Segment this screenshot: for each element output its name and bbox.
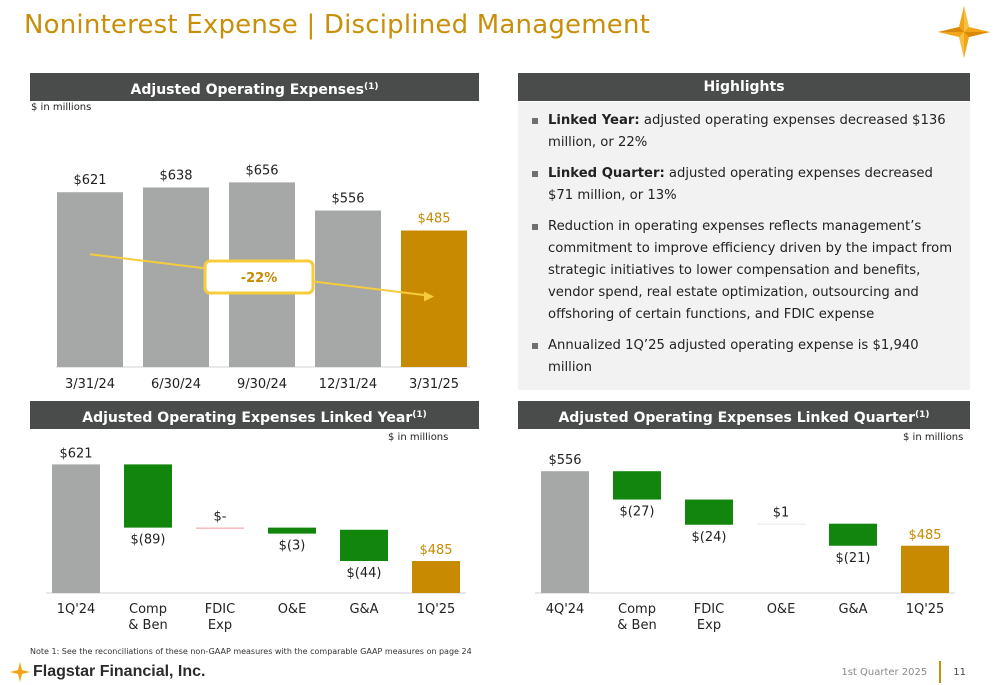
bar-value-label: $556	[331, 192, 364, 207]
highlight-label: Linked Quarter:	[548, 166, 665, 181]
x-tick-label: Comp	[129, 602, 167, 617]
bullet-icon	[532, 118, 538, 124]
page-title: Noninterest Expense | Disciplined Manage…	[24, 10, 651, 40]
highlight-text: Reduction in operating expenses reflects…	[548, 219, 953, 322]
flagstar-star-icon	[10, 662, 30, 682]
bar-value-label: $485	[908, 528, 941, 543]
x-tick-label: FDIC	[694, 602, 724, 617]
footer-info: 1st Quarter 2025 11	[841, 661, 966, 683]
highlights-panel: Linked Year: adjusted operating expenses…	[518, 102, 970, 390]
bar-value-label: $556	[548, 453, 581, 468]
x-tick-label: 3/31/25	[409, 377, 459, 392]
x-tick-label: 1Q'25	[417, 602, 456, 617]
adjusted-operating-expenses-header: Adjusted Operating Expenses(1)	[30, 73, 479, 101]
bar-value-label: $(89)	[131, 533, 166, 548]
delta-bar	[757, 523, 805, 525]
bar-value-label: $(24)	[692, 530, 727, 545]
x-tick-label: O&E	[278, 602, 307, 617]
x-tick-label: 4Q'24	[546, 602, 585, 617]
bar-value-label: $621	[73, 173, 106, 188]
bar-value-label: $656	[245, 163, 278, 178]
footnote: Note 1: See the reconciliations of these…	[30, 647, 472, 656]
bullet-icon	[532, 343, 538, 349]
bar-value-label: $621	[59, 446, 92, 461]
trend-callout-label: -22%	[241, 271, 278, 286]
units-label: $ in millions	[31, 102, 92, 113]
bar-value-label: $(21)	[836, 551, 871, 566]
x-tick-label: G&A	[838, 602, 867, 617]
bar	[57, 192, 123, 367]
footer-period: 1st Quarter 2025	[841, 666, 928, 678]
x-tick-label: & Ben	[617, 618, 656, 633]
highlight-text: Annualized 1Q’25 adjusted operating expe…	[548, 338, 919, 375]
units-label-linked-quarter: $ in millions	[903, 432, 964, 443]
company-name: Flagstar Financial, Inc.	[33, 663, 206, 680]
highlight-text: adjusted operating expenses decreased $7…	[548, 166, 933, 203]
flagstar-logo-icon	[938, 6, 990, 58]
bar-value-label: $(3)	[279, 539, 306, 554]
delta-bar	[613, 471, 661, 500]
units-label-linked-year: $ in millions	[388, 432, 449, 443]
trend-arrow-head	[424, 291, 434, 302]
x-tick-label: Comp	[618, 602, 656, 617]
end-bar	[901, 545, 949, 593]
delta-bar	[829, 523, 877, 546]
adjusted-operating-expenses-chart: $621 3/31/24 $638 6/30/24 $656 9/30/24 $556 12/…	[56, 163, 470, 392]
linked-quarter-header: Adjusted Operating Expenses Linked Quart…	[518, 401, 970, 429]
x-tick-label: O&E	[767, 602, 796, 617]
bar-value-label: $-	[214, 510, 227, 525]
footer-separator	[939, 661, 942, 683]
bar-value-label: $(27)	[620, 505, 655, 520]
bar-value-label: $485	[419, 543, 452, 558]
x-tick-label: 1Q'24	[57, 602, 96, 617]
bar-value-label: $1	[773, 506, 790, 521]
bar	[143, 187, 209, 367]
bar-value-label: $(44)	[347, 566, 382, 581]
footer-logo: Flagstar Financial, Inc.	[10, 660, 206, 684]
x-tick-label: Exp	[697, 618, 721, 633]
linked-year-header: Adjusted Operating Expenses Linked Year(…	[30, 401, 479, 429]
start-bar	[52, 464, 100, 593]
highlights-header: Highlights	[518, 73, 970, 101]
x-tick-label: 9/30/24	[237, 377, 287, 392]
start-bar	[541, 471, 589, 593]
trend-callout-box	[203, 259, 315, 295]
highlight-item: Annualized 1Q’25 adjusted operating expe…	[528, 335, 960, 379]
bar	[401, 230, 467, 367]
x-tick-label: Exp	[208, 618, 232, 633]
x-tick-label: 12/31/24	[319, 377, 377, 392]
highlight-item: Linked Quarter: adjusted operating expen…	[528, 163, 960, 207]
delta-bar	[268, 527, 316, 534]
bullet-icon	[532, 224, 538, 230]
bullet-icon	[532, 171, 538, 177]
x-tick-label: 6/30/24	[151, 377, 201, 392]
x-tick-label: G&A	[349, 602, 378, 617]
delta-bar	[196, 527, 244, 529]
x-tick-label: 3/31/24	[65, 377, 115, 392]
delta-bar	[124, 464, 172, 528]
delta-bar	[685, 499, 733, 525]
highlight-item: Linked Year: adjusted operating expenses…	[528, 110, 960, 154]
bar-value-label: $485	[417, 212, 450, 227]
highlight-item: Reduction in operating expenses reflects…	[528, 216, 960, 326]
x-tick-label: & Ben	[128, 618, 167, 633]
end-bar	[412, 561, 460, 593]
highlight-label: Linked Year:	[548, 113, 640, 128]
highlight-text: adjusted operating expenses decreased $1…	[548, 113, 946, 150]
delta-bar	[340, 529, 388, 562]
page-number: 11	[953, 666, 966, 678]
x-tick-label: FDIC	[205, 602, 235, 617]
x-tick-label: 1Q'25	[906, 602, 945, 617]
bar-value-label: $638	[159, 168, 192, 183]
